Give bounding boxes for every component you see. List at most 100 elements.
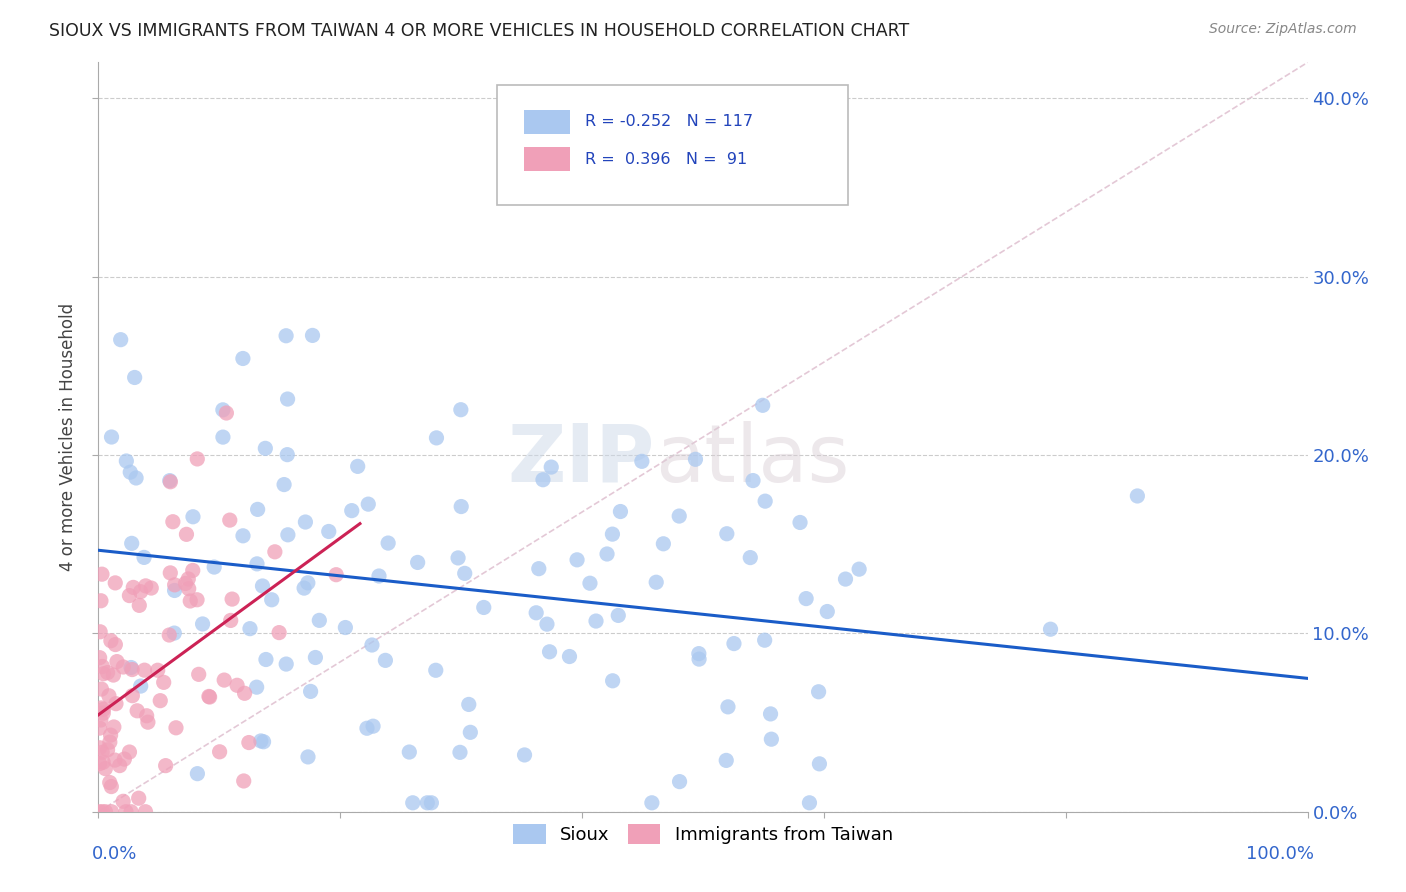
Point (97, 665, 120, 680)
Point (457, 698, 479, 712)
Point (93, 702, 115, 716)
Point (177, 572, 200, 586)
Point (191, 617, 214, 632)
Point (513, 747, 536, 762)
Point (277, 528, 299, 542)
Point (90, 593, 112, 607)
Point (742, 474, 765, 488)
Point (121, 689, 143, 703)
Point (254, 442, 277, 456)
Point (808, 756, 831, 771)
Point (269, 625, 291, 640)
Point (527, 562, 550, 576)
FancyBboxPatch shape (524, 147, 569, 171)
Text: R = -0.252   N = 117: R = -0.252 N = 117 (585, 114, 752, 129)
Point (105, 655, 128, 669)
Point (450, 402, 472, 417)
Point (97, 689, 120, 703)
Point (402, 796, 425, 810)
Point (176, 527, 198, 541)
Point (134, 805, 156, 819)
Point (163, 578, 186, 592)
Point (346, 459, 368, 474)
Point (645, 575, 668, 590)
Text: 0.0%: 0.0% (93, 846, 138, 863)
Point (406, 556, 429, 570)
Point (377, 536, 399, 550)
Point (425, 431, 447, 445)
Point (162, 515, 184, 529)
Point (449, 745, 471, 759)
Point (304, 650, 326, 665)
Point (238, 735, 260, 749)
Point (91, 755, 114, 769)
Point (174, 576, 197, 591)
Point (1126, 489, 1149, 503)
Point (181, 564, 204, 578)
Point (233, 686, 256, 700)
Point (716, 753, 738, 767)
Point (89, 721, 111, 735)
Point (134, 663, 156, 677)
Point (115, 454, 138, 468)
Point (104, 697, 127, 711)
Point (472, 600, 495, 615)
Point (1039, 622, 1062, 636)
Point (252, 735, 274, 749)
Point (219, 614, 242, 628)
Point (110, 333, 132, 347)
Point (274, 328, 297, 343)
Point (121, 536, 143, 550)
Point (165, 721, 187, 735)
Point (104, 638, 127, 652)
Point (89, 650, 111, 665)
Point (232, 351, 254, 366)
Point (100, 430, 122, 444)
Point (538, 645, 561, 659)
Point (318, 524, 340, 539)
Point (246, 502, 269, 516)
Text: atlas: atlas (655, 420, 849, 499)
Point (218, 513, 240, 527)
Point (157, 628, 180, 642)
Point (297, 575, 319, 590)
Point (294, 515, 316, 529)
Point (159, 474, 181, 488)
Point (141, 581, 163, 595)
Point (100, 728, 122, 742)
Point (120, 465, 142, 479)
Point (536, 617, 558, 632)
Point (124, 370, 146, 384)
Point (751, 398, 773, 412)
Point (89, 740, 111, 755)
Point (425, 663, 447, 677)
Point (815, 605, 838, 619)
Point (122, 581, 145, 595)
Point (416, 796, 439, 810)
Point (90, 713, 112, 727)
Point (834, 572, 856, 586)
Point (186, 766, 208, 780)
Point (848, 562, 870, 576)
Point (759, 706, 782, 721)
Point (118, 589, 141, 603)
Point (356, 721, 378, 735)
Point (135, 579, 157, 593)
Point (641, 796, 664, 810)
Point (260, 592, 283, 607)
Point (325, 567, 347, 582)
Point (420, 796, 443, 810)
Point (716, 526, 738, 541)
Point (276, 657, 298, 671)
Point (94, 805, 117, 819)
Point (799, 796, 821, 810)
Point (198, 690, 221, 704)
Point (246, 557, 269, 571)
Point (246, 680, 269, 694)
Point (454, 566, 477, 581)
Point (136, 715, 159, 730)
Point (112, 752, 135, 766)
Point (91, 659, 114, 673)
Point (155, 758, 177, 772)
Point (112, 660, 135, 674)
